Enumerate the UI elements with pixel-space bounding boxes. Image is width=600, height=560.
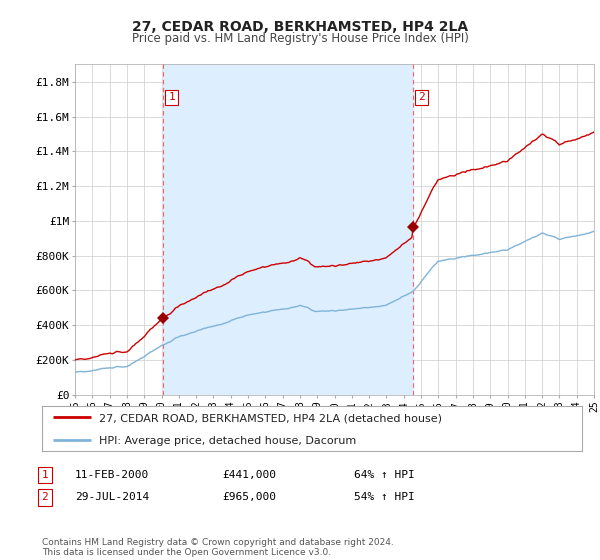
Text: 27, CEDAR ROAD, BERKHAMSTED, HP4 2LA: 27, CEDAR ROAD, BERKHAMSTED, HP4 2LA xyxy=(132,20,468,34)
Text: 29-JUL-2014: 29-JUL-2014 xyxy=(75,492,149,502)
Text: 2: 2 xyxy=(418,92,425,102)
Text: 1: 1 xyxy=(41,470,49,480)
Text: 11-FEB-2000: 11-FEB-2000 xyxy=(75,470,149,480)
Text: 27, CEDAR ROAD, BERKHAMSTED, HP4 2LA (detached house): 27, CEDAR ROAD, BERKHAMSTED, HP4 2LA (de… xyxy=(98,413,442,423)
Bar xyxy=(163,64,413,395)
Text: Contains HM Land Registry data © Crown copyright and database right 2024.
This d: Contains HM Land Registry data © Crown c… xyxy=(42,538,394,557)
Text: £965,000: £965,000 xyxy=(222,492,276,502)
Text: 64% ↑ HPI: 64% ↑ HPI xyxy=(354,470,415,480)
Text: 2: 2 xyxy=(41,492,49,502)
Text: Price paid vs. HM Land Registry's House Price Index (HPI): Price paid vs. HM Land Registry's House … xyxy=(131,32,469,45)
Text: HPI: Average price, detached house, Dacorum: HPI: Average price, detached house, Daco… xyxy=(98,436,356,446)
Text: 54% ↑ HPI: 54% ↑ HPI xyxy=(354,492,415,502)
Text: 1: 1 xyxy=(168,92,175,102)
Text: £441,000: £441,000 xyxy=(222,470,276,480)
